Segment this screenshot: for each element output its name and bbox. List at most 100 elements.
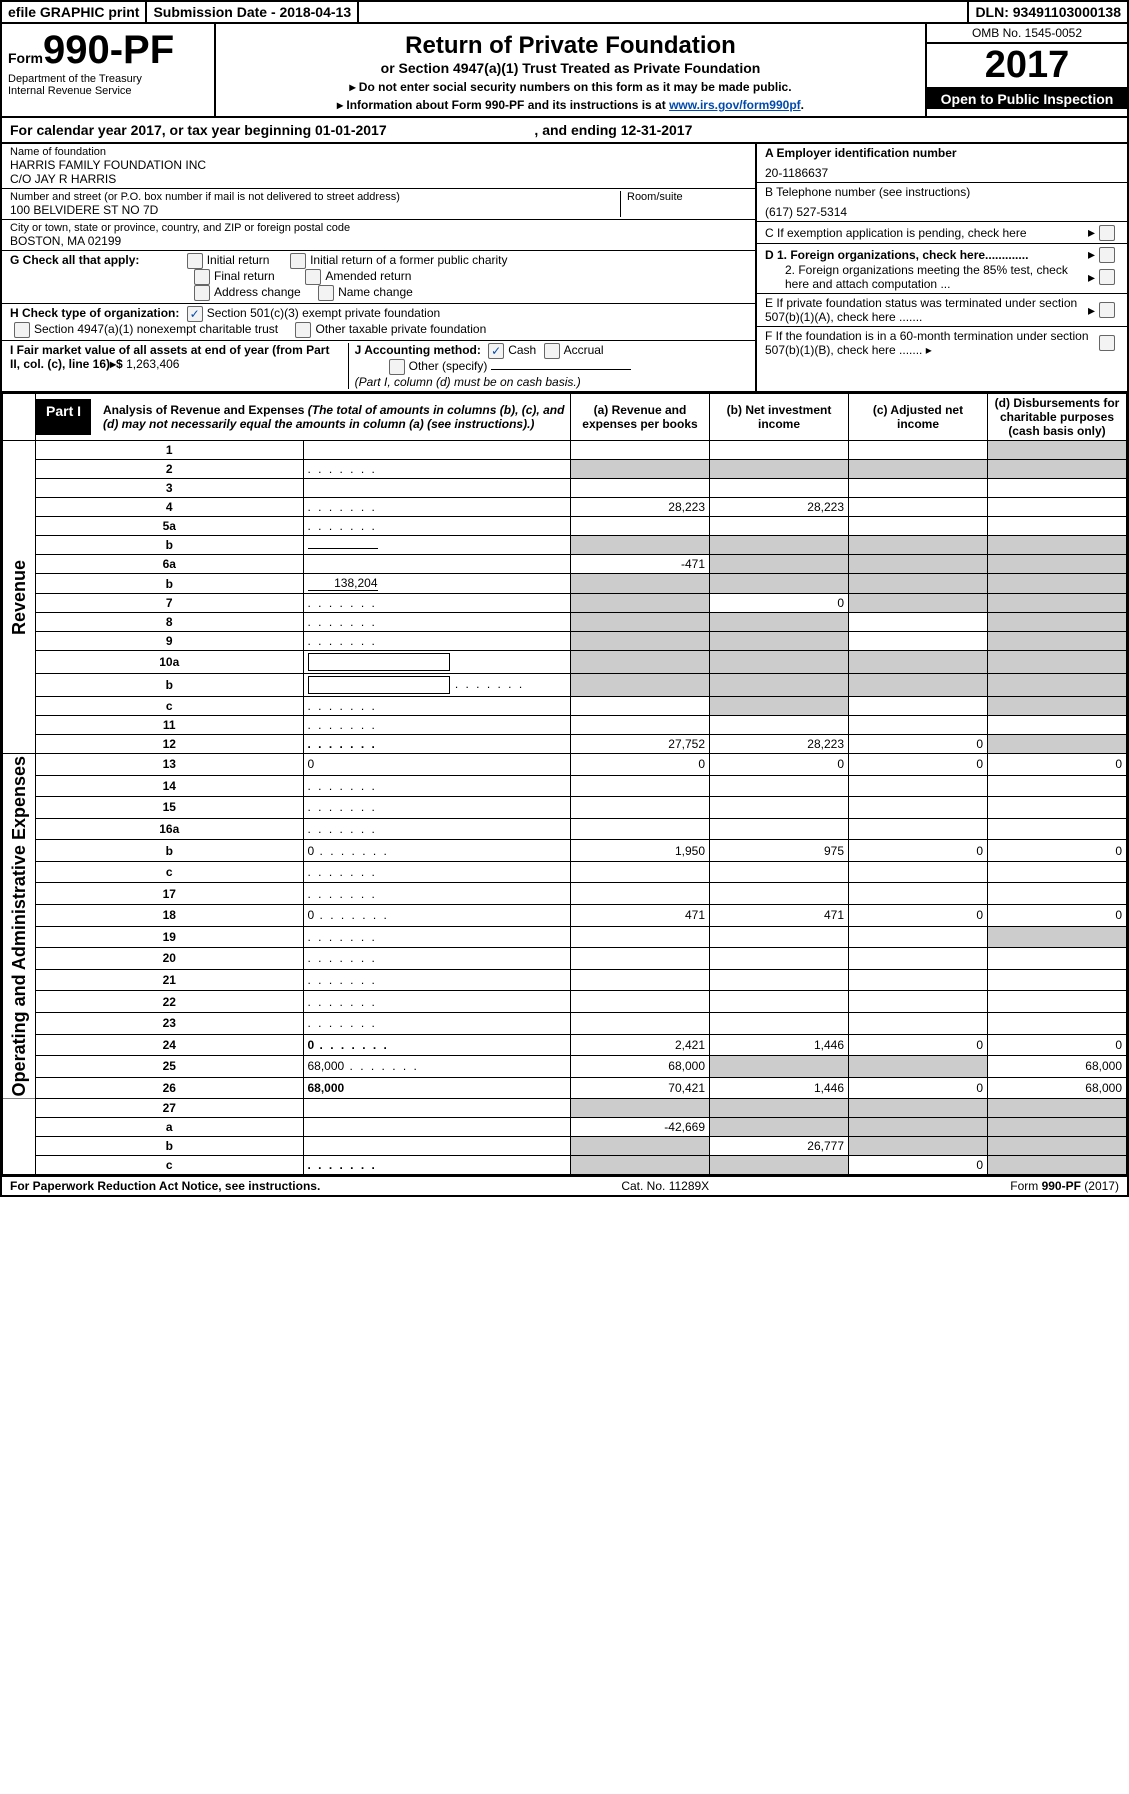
cell-b xyxy=(710,479,849,498)
cell-b: 1,446 xyxy=(710,1034,849,1056)
bottom-side-blank xyxy=(3,1099,36,1175)
c-checkbox[interactable] xyxy=(1099,225,1115,241)
g-check-initial-former[interactable] xyxy=(290,253,306,269)
j-other: Other (specify) xyxy=(409,359,488,373)
h-check-other[interactable] xyxy=(295,322,311,338)
row-description: 68,000 xyxy=(303,1077,571,1099)
j-check-other[interactable] xyxy=(389,359,405,375)
cell-c: 0 xyxy=(849,1034,988,1056)
d2-checkbox[interactable] xyxy=(1099,269,1115,285)
g-check-address[interactable] xyxy=(194,285,210,301)
table-row: 17 xyxy=(3,883,1127,905)
cell-b xyxy=(710,536,849,555)
cell-a xyxy=(571,861,710,883)
street-label: Number and street (or P.O. box number if… xyxy=(10,191,620,203)
cell-b xyxy=(710,1118,849,1137)
cell-d xyxy=(988,574,1127,594)
cell-d xyxy=(988,651,1127,674)
row-number: 1 xyxy=(36,441,304,460)
g-check-name[interactable] xyxy=(318,285,334,301)
g-label: G Check all that apply: xyxy=(10,253,139,267)
cell-a xyxy=(571,1137,710,1156)
cell-c xyxy=(849,883,988,905)
table-row: 21 xyxy=(3,969,1127,991)
cell-a xyxy=(571,594,710,613)
table-row: 1227,75228,2230 xyxy=(3,735,1127,754)
g-opt-5: Name change xyxy=(338,285,413,299)
g-check-initial[interactable] xyxy=(187,253,203,269)
row-number: 15 xyxy=(36,797,304,819)
row-description xyxy=(303,674,571,697)
table-row: b01,95097500 xyxy=(3,840,1127,862)
row-description xyxy=(303,1156,571,1175)
j-check-cash[interactable] xyxy=(488,343,504,359)
table-row: 6a-471 xyxy=(3,555,1127,574)
cell-a: 0 xyxy=(571,754,710,776)
cell-b xyxy=(710,555,849,574)
cell-a xyxy=(571,613,710,632)
cell-b: 471 xyxy=(710,905,849,927)
f-checkbox[interactable] xyxy=(1099,335,1115,351)
cell-d xyxy=(988,517,1127,536)
cell-a xyxy=(571,818,710,840)
h-check-501c3[interactable] xyxy=(187,306,203,322)
cell-c xyxy=(849,775,988,797)
cell-b xyxy=(710,632,849,651)
cell-a xyxy=(571,797,710,819)
cell-c: 0 xyxy=(849,840,988,862)
cell-c xyxy=(849,1137,988,1156)
row-number: 17 xyxy=(36,883,304,905)
row-description xyxy=(303,555,571,574)
col-a-header: (a) Revenue and expenses per books xyxy=(571,394,710,441)
g-check-final[interactable] xyxy=(194,269,210,285)
cell-b: 26,777 xyxy=(710,1137,849,1156)
row-description xyxy=(303,1118,571,1137)
cell-b xyxy=(710,1012,849,1034)
row-description xyxy=(303,1099,571,1118)
cell-b xyxy=(710,1156,849,1175)
row-number: 12 xyxy=(36,735,304,754)
cell-c xyxy=(849,632,988,651)
row-number: c xyxy=(36,697,304,716)
row-number: c xyxy=(36,1156,304,1175)
row-description xyxy=(303,479,571,498)
table-row: 16a xyxy=(3,818,1127,840)
row-description xyxy=(303,517,571,536)
col-b-header: (b) Net investment income xyxy=(710,394,849,441)
g-check-amended[interactable] xyxy=(305,269,321,285)
cell-c: 0 xyxy=(849,1156,988,1175)
d1-checkbox[interactable] xyxy=(1099,247,1115,263)
row-number: 20 xyxy=(36,948,304,970)
cell-d xyxy=(988,441,1127,460)
g-opt-3: Amended return xyxy=(325,269,411,283)
table-row: Operating and Administrative Expenses130… xyxy=(3,754,1127,776)
cell-b xyxy=(710,697,849,716)
f-label: F If the foundation is in a 60-month ter… xyxy=(765,329,1095,357)
cell-c: 0 xyxy=(849,905,988,927)
cell-c xyxy=(849,1056,988,1078)
h-opt-1: Section 501(c)(3) exempt private foundat… xyxy=(207,306,440,320)
j-check-accrual[interactable] xyxy=(544,343,560,359)
row-number: 18 xyxy=(36,905,304,927)
row-description xyxy=(303,716,571,735)
row-number: 10a xyxy=(36,651,304,674)
h-check-4947[interactable] xyxy=(14,322,30,338)
e-checkbox[interactable] xyxy=(1099,302,1115,318)
row-number: 16a xyxy=(36,818,304,840)
table-row: 20 xyxy=(3,948,1127,970)
row-description xyxy=(303,651,571,674)
table-row: 2568,00068,00068,000 xyxy=(3,1056,1127,1078)
cell-b xyxy=(710,613,849,632)
main-title: Return of Private Foundation xyxy=(220,32,921,60)
cell-c xyxy=(849,861,988,883)
g-opt-0: Initial return xyxy=(207,253,270,267)
table-row: 428,22328,223 xyxy=(3,498,1127,517)
cell-a xyxy=(571,651,710,674)
row-description xyxy=(303,775,571,797)
table-row: 5a xyxy=(3,517,1127,536)
cell-b xyxy=(710,948,849,970)
table-row: 8 xyxy=(3,613,1127,632)
irs-link[interactable]: www.irs.gov/form990pf xyxy=(669,98,801,112)
dln: DLN: 93491103000138 xyxy=(969,2,1127,22)
row-number: 22 xyxy=(36,991,304,1013)
